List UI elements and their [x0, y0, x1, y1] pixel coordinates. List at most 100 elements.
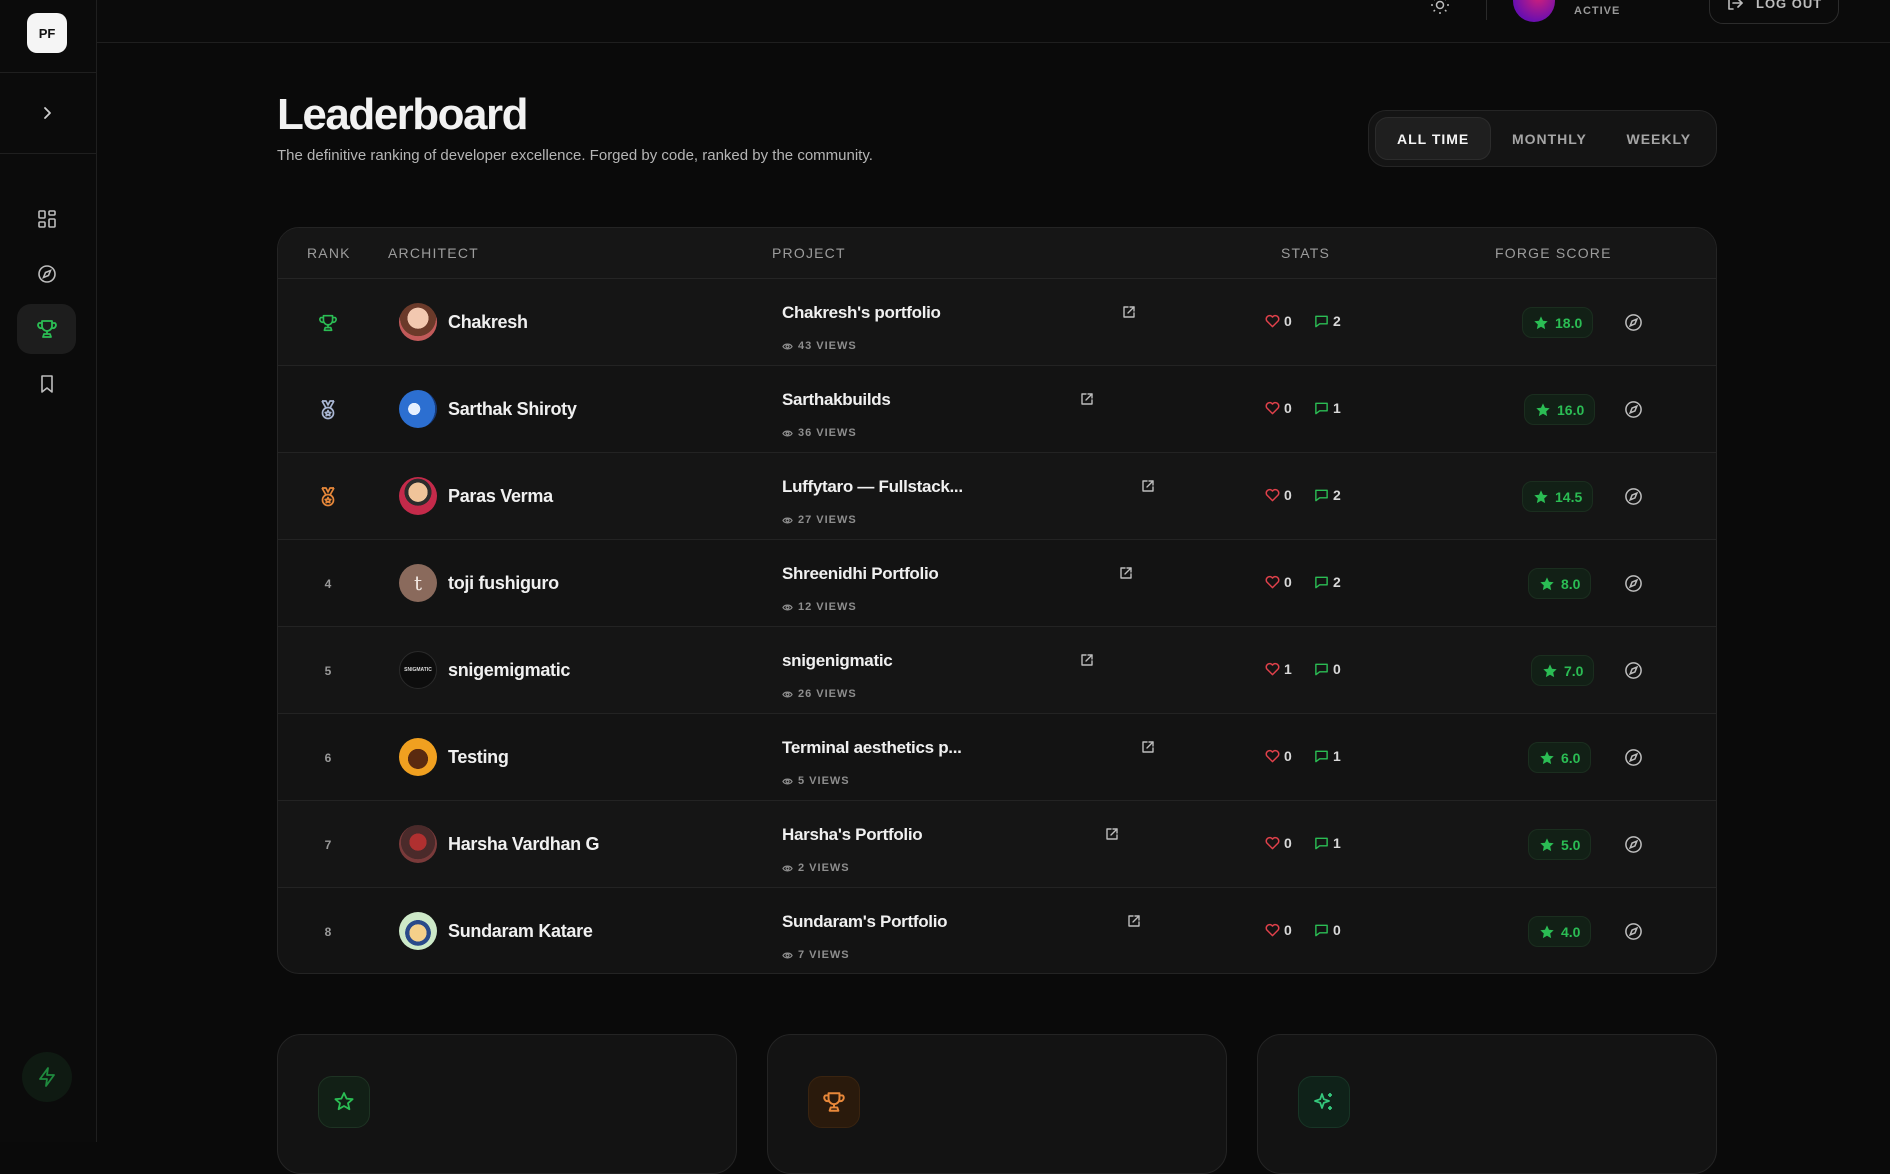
likes-stat[interactable]: 0 [1265, 748, 1292, 764]
architect-name[interactable]: toji fushiguro [448, 573, 559, 593]
external-link-icon[interactable] [1119, 566, 1133, 585]
project-name[interactable]: Sarthakbuilds [782, 390, 891, 409]
filter-monthly[interactable]: MONTHLY [1511, 130, 1587, 147]
view-portfolio-button[interactable] [1624, 313, 1643, 337]
architect-name[interactable]: Sundaram Katare [448, 921, 593, 941]
project-name[interactable]: Harsha's Portfolio [782, 825, 923, 844]
heart-icon [1265, 662, 1280, 676]
avatar[interactable] [399, 390, 437, 428]
project-name[interactable]: snigenigmatic [782, 651, 893, 670]
external-link-icon[interactable] [1080, 653, 1094, 672]
logout-icon [1728, 0, 1743, 10]
trophy-icon [36, 320, 57, 338]
view-portfolio-button[interactable] [1624, 748, 1643, 772]
logout-button[interactable]: LOG OUT [1709, 0, 1839, 24]
table-row[interactable]: 5 SNIGMATIC snigemigmatic snigenigmatic 26 V… [278, 627, 1716, 714]
project-name[interactable]: Terminal aesthetics p... [782, 738, 962, 757]
trophy-icon [823, 1092, 845, 1112]
architect-name[interactable]: Sarthak Shiroty [448, 399, 577, 419]
project-name[interactable]: Shreenidhi Portfolio [782, 564, 939, 583]
architect-name[interactable]: Chakresh [448, 312, 528, 332]
view-portfolio-button[interactable] [1624, 835, 1643, 859]
likes-stat[interactable]: 0 [1265, 487, 1292, 503]
table-row[interactable]: Sarthak Shiroty Sarthakbuilds 36 VIEWS 0 1 16… [278, 366, 1716, 453]
likes-stat[interactable]: 0 [1265, 835, 1292, 851]
likes-stat[interactable]: 0 [1265, 400, 1292, 416]
sidebar-item-leaderboard[interactable] [17, 304, 76, 354]
expand-sidebar-button[interactable] [34, 100, 60, 126]
rank-number: 5 [324, 663, 332, 678]
table-row[interactable]: 7 Harsha Vardhan G Harsha's Portfolio 2 VIE… [278, 801, 1716, 888]
view-portfolio-button[interactable] [1624, 400, 1643, 424]
filter-all-time[interactable]: ALL TIME [1375, 117, 1492, 160]
comments-stat[interactable]: 2 [1314, 574, 1341, 590]
project-name[interactable]: Sundaram's Portfolio [782, 912, 948, 931]
project-name[interactable]: Luffytaro — Fullstack... [782, 477, 963, 496]
sidebar-item-dashboard[interactable] [17, 194, 76, 244]
score-value: 4.0 [1561, 923, 1581, 940]
sidebar: PF [0, 0, 97, 1142]
view-portfolio-button[interactable] [1624, 574, 1643, 598]
likes-stat[interactable]: 0 [1265, 574, 1292, 590]
filter-weekly[interactable]: WEEKLY [1626, 130, 1692, 147]
avatar[interactable]: t [399, 564, 437, 602]
forge-score-badge: 16.0 [1524, 394, 1596, 425]
table-row[interactable]: 6 Testing Terminal aesthetics p... 5 VIEWS 0… [278, 714, 1716, 801]
comments-stat[interactable]: 1 [1314, 400, 1341, 416]
comments-stat[interactable]: 1 [1314, 835, 1341, 851]
star-icon [1540, 750, 1554, 764]
user-avatar[interactable] [1513, 0, 1555, 22]
external-link-icon[interactable] [1105, 827, 1119, 846]
boost-button[interactable] [22, 1052, 72, 1102]
likes-stat[interactable]: 0 [1265, 313, 1292, 329]
external-link-icon[interactable] [1141, 479, 1155, 498]
comment-icon [1315, 489, 1328, 502]
project-views: 43 VIEWS [782, 340, 857, 352]
app-logo[interactable]: PF [27, 13, 67, 53]
sun-icon [1431, 0, 1449, 14]
rank-number: 7 [324, 837, 332, 852]
comments-stat[interactable]: 0 [1314, 661, 1341, 677]
comments-count: 0 [1333, 661, 1341, 677]
compass-icon [1625, 662, 1642, 679]
avatar[interactable] [399, 477, 437, 515]
view-portfolio-button[interactable] [1624, 922, 1643, 946]
col-stats: STATS [1281, 245, 1331, 261]
comments-stat[interactable]: 1 [1314, 748, 1341, 764]
comments-stat[interactable]: 0 [1314, 922, 1341, 938]
likes-count: 1 [1284, 661, 1292, 677]
sidebar-item-explore[interactable] [17, 249, 76, 299]
table-row[interactable]: 4 t toji fushiguro Shreenidhi Portfolio 12 V… [278, 540, 1716, 627]
sidebar-item-bookmarks[interactable] [17, 359, 76, 409]
likes-stat[interactable]: 1 [1265, 661, 1292, 677]
likes-stat[interactable]: 0 [1265, 922, 1292, 938]
architect-name[interactable]: Testing [448, 747, 509, 767]
avatar[interactable] [399, 912, 437, 950]
table-row[interactable]: 8 Sundaram Katare Sundaram's Portfolio 7 VI… [278, 888, 1716, 973]
view-portfolio-button[interactable] [1624, 661, 1643, 685]
theme-toggle[interactable] [1429, 0, 1451, 21]
score-value: 6.0 [1561, 749, 1581, 766]
architect-name[interactable]: Harsha Vardhan G [448, 834, 600, 854]
avatar[interactable] [399, 738, 437, 776]
view-portfolio-button[interactable] [1624, 487, 1643, 511]
external-link-icon[interactable] [1127, 914, 1141, 933]
sidebar-divider [0, 153, 96, 154]
table-row[interactable]: Chakresh Chakresh's portfolio 43 VIEWS 0 2 18… [278, 279, 1716, 366]
score-value: 7.0 [1564, 662, 1584, 679]
external-link-icon[interactable] [1141, 740, 1155, 759]
avatar[interactable] [399, 825, 437, 863]
comments-stat[interactable]: 2 [1314, 313, 1341, 329]
architect-name[interactable]: snigemigmatic [448, 660, 571, 680]
table-row[interactable]: Paras Verma Luffytaro — Fullstack... 27 VI… [278, 453, 1716, 540]
comments-stat[interactable]: 2 [1314, 487, 1341, 503]
col-forge-score: FORGE SCORE [1495, 245, 1612, 261]
external-link-icon[interactable] [1080, 392, 1094, 411]
avatar[interactable] [399, 303, 437, 341]
project-name[interactable]: Chakresh's portfolio [782, 303, 941, 322]
external-link-icon[interactable] [1122, 305, 1136, 324]
comment-icon [1315, 315, 1328, 328]
architect-name[interactable]: Paras Verma [448, 486, 553, 506]
avatar[interactable]: SNIGMATIC [399, 651, 437, 689]
star-icon [1536, 402, 1550, 416]
